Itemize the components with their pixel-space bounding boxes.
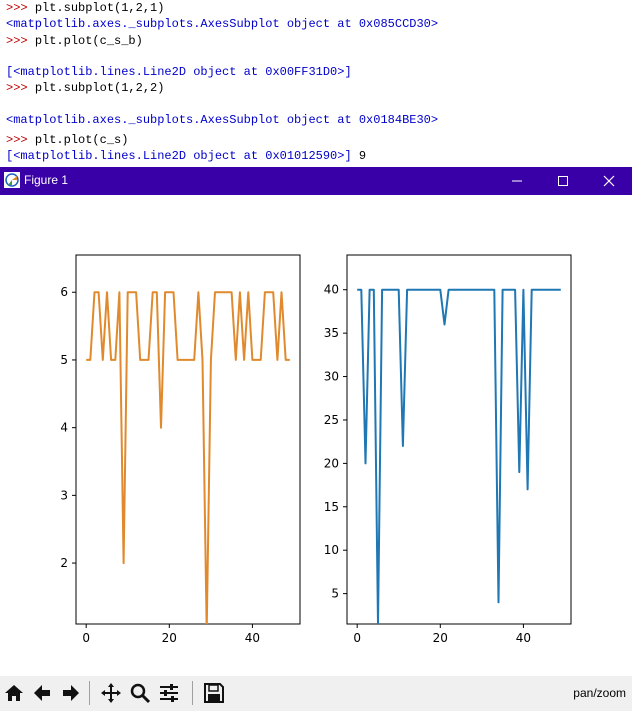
x-tick-label: 0: [82, 631, 90, 645]
minimize-icon: [512, 180, 522, 182]
configure-subplots-icon: [160, 684, 178, 702]
close-icon: [603, 175, 615, 187]
console-output: 9: [351, 149, 367, 163]
console-line: <matplotlib.axes._subplots.AxesSubplot o…: [6, 17, 438, 31]
python-console[interactable]: >>> plt.subplot(1,2,1) <matplotlib.axes._…: [0, 0, 632, 167]
console-output: [<matplotlib.lines.Line2D object at 0x00…: [6, 65, 352, 79]
save-icon: [204, 683, 224, 703]
toolbar-mode-label: pan/zoom: [573, 686, 626, 700]
home-icon: [5, 685, 23, 701]
figure-titlebar[interactable]: Figure 1: [0, 167, 632, 195]
maximize-button[interactable]: [540, 167, 586, 195]
close-button[interactable]: [586, 167, 632, 195]
zoom-button[interactable]: [127, 680, 153, 706]
zoom-icon: [130, 683, 151, 704]
console-output: <matplotlib.axes._subplots.AxesSubplot o…: [6, 17, 439, 31]
y-tick-label: 5: [60, 353, 68, 367]
forward-icon: [63, 685, 79, 701]
console-line: [<matplotlib.lines.Line2D object at 0x00…: [6, 65, 352, 79]
console-prompt: >>>: [6, 34, 35, 48]
console-output: [<matplotlib.lines.Line2D object at 0x01…: [6, 149, 352, 163]
minimize-button[interactable]: [494, 167, 540, 195]
maximize-icon: [558, 176, 568, 186]
console-output: <matplotlib.axes._subplots.AxesSubplot o…: [6, 113, 439, 127]
axes-frame: [75, 254, 301, 625]
back-button[interactable]: [29, 680, 55, 706]
y-tick-label: 2: [60, 556, 68, 570]
y-tick-label: 35: [324, 326, 339, 340]
y-tick-label: 20: [324, 456, 339, 470]
y-tick-label: 3: [60, 488, 68, 502]
y-tick-label: 30: [324, 370, 339, 384]
console-prompt: >>>: [6, 1, 35, 15]
figure-app-icon: [4, 172, 20, 188]
forward-button[interactable]: [58, 680, 84, 706]
y-tick-label: 15: [324, 500, 339, 514]
console-line: >>> plt.plot(c_s_b): [6, 34, 143, 48]
window-title: Figure 1: [24, 173, 69, 187]
console-line: >>> plt.subplot(1,2,2): [6, 81, 164, 95]
back-icon: [34, 685, 50, 701]
console-line: >>> plt.subplot(1,2,1): [6, 1, 164, 15]
series-line: [86, 291, 290, 624]
pan-button[interactable]: [98, 680, 124, 706]
x-tick-label: 20: [162, 631, 177, 645]
y-tick-label: 6: [60, 285, 68, 299]
console-command: plt.plot(c_s_b): [34, 34, 143, 48]
y-tick-label: 25: [324, 413, 339, 427]
console-command: plt.subplot(1,2,2): [34, 81, 165, 95]
console-prompt: >>>: [6, 133, 35, 147]
home-button[interactable]: [1, 680, 27, 706]
console-command: plt.subplot(1,2,1): [34, 1, 165, 15]
console-line: <matplotlib.axes._subplots.AxesSubplot o…: [6, 113, 438, 127]
console-line: [<matplotlib.lines.Line2D object at 0x01…: [6, 149, 366, 163]
figure-plots: 0 20 40 2 3 4 5 6 0 20 40 5 10 15 20 25 30 35 40: [60, 254, 572, 645]
y-tick-label: 4: [60, 421, 68, 435]
figure-canvas[interactable]: 0 20 40 2 3 4 5 6 0 20 40 5 10 15 20 25 30 35 40: [0, 195, 632, 676]
configure-subplots-button[interactable]: [156, 680, 182, 706]
y-tick-label: 10: [324, 543, 339, 557]
toolbar-separator: [192, 681, 193, 705]
navigation-toolbar: pan/zoom: [0, 676, 632, 711]
y-tick-label: 5: [331, 587, 339, 601]
x-tick-label: 20: [433, 631, 448, 645]
save-button[interactable]: [201, 680, 227, 706]
toolbar-separator: [89, 681, 90, 705]
pan-icon: [101, 683, 121, 703]
console-command: plt.plot(c_s): [34, 133, 129, 147]
x-tick-label: 0: [353, 631, 361, 645]
console-line: >>> plt.plot(c_s): [6, 133, 128, 147]
x-tick-label: 40: [516, 631, 531, 645]
x-tick-label: 40: [245, 631, 260, 645]
axes-frame: [346, 254, 572, 625]
y-tick-label: 40: [324, 283, 339, 297]
console-prompt: >>>: [6, 81, 35, 95]
series-line: [357, 288, 561, 624]
